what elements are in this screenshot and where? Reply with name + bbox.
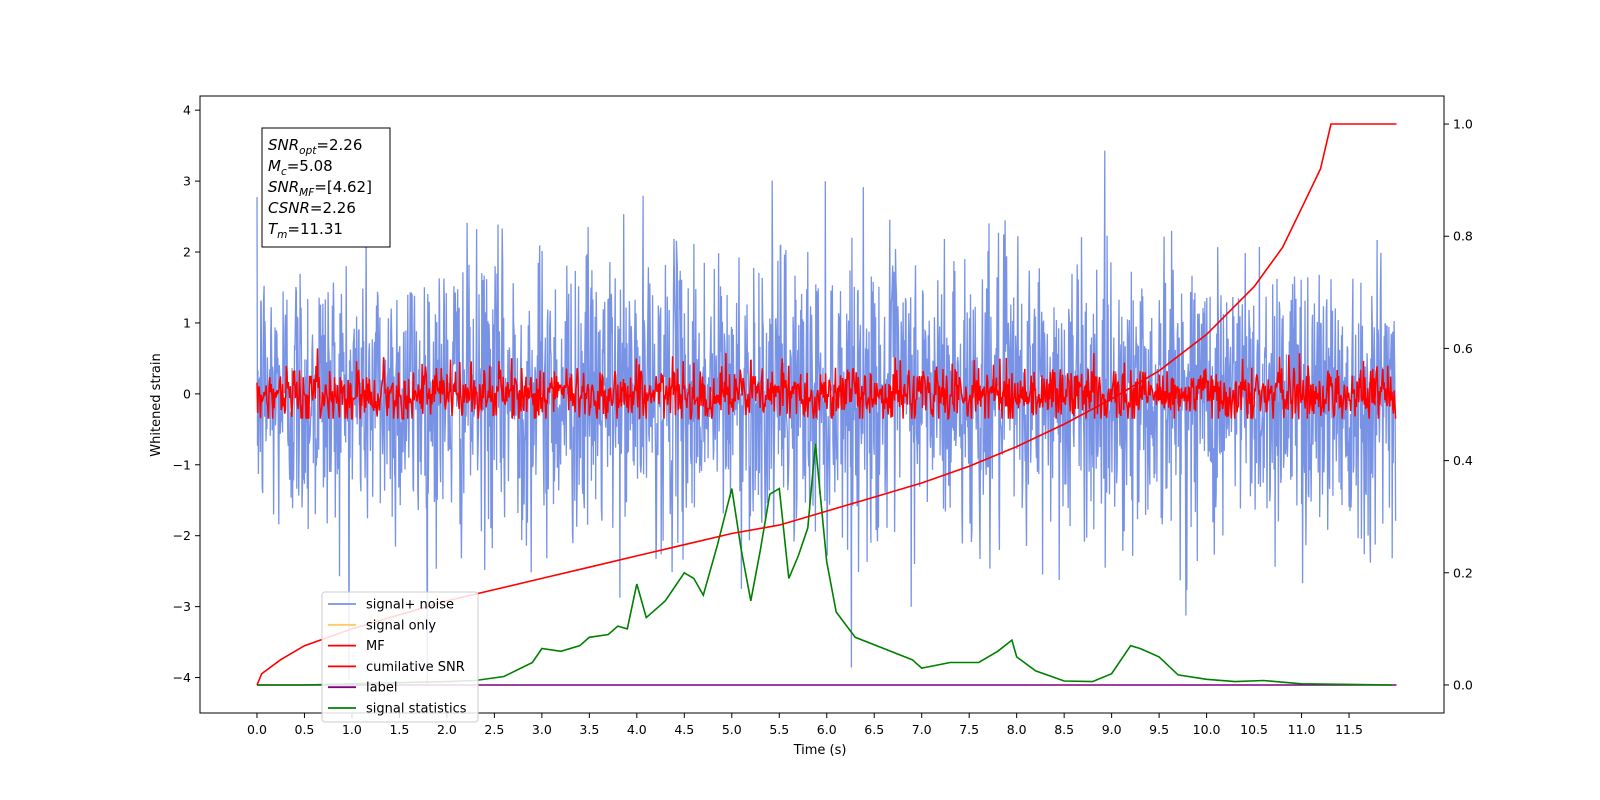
- y2-tick-label: 0.8: [1453, 229, 1473, 244]
- legend-label: cumilative SNR: [366, 660, 465, 675]
- legend-label: MF: [366, 639, 385, 654]
- y-axis-title: Whitened strain: [149, 353, 164, 456]
- x-tick-label: 3.0: [532, 722, 552, 737]
- legend: signal+ noise signal only MF cumilative SNR…: [321, 591, 479, 723]
- y-tick-label: −1: [173, 457, 191, 472]
- y-tick-label: 0: [183, 386, 191, 401]
- y-tick-label: 2: [183, 245, 191, 260]
- x-tick-label: 0.0: [247, 722, 267, 737]
- stat-line: SNRopt=2.26: [268, 136, 362, 157]
- x-tick-label: 2.5: [484, 722, 504, 737]
- legend-label: signal statistics: [366, 702, 467, 717]
- x-tick-label: 7.0: [912, 722, 932, 737]
- mf-line: [256, 348, 1397, 421]
- legend-label: signal+ noise: [366, 598, 454, 613]
- x-tick-label: 0.5: [295, 722, 315, 737]
- stat-line: SNRMF=[4.62]: [268, 178, 372, 199]
- y-tick-label: 3: [183, 174, 191, 189]
- stat-line: Mc=5.08: [268, 157, 333, 178]
- y2-tick-label: 0.2: [1453, 565, 1473, 580]
- y2-axis: 1.0 0.8 0.6 0.4 0.2 0.0: [1444, 117, 1473, 692]
- stat-line: CSNR=2.26: [268, 199, 356, 217]
- y2-tick-label: 0.4: [1453, 453, 1473, 468]
- y2-tick-label: 0.6: [1453, 341, 1473, 356]
- legend-frame: [321, 591, 479, 723]
- x-tick-label: 5.5: [769, 722, 789, 737]
- stat-line: Tm=11.31: [268, 220, 343, 241]
- y-axis: 4 3 2 1 0 −1 −2 −3 −4: [173, 103, 200, 685]
- x-tick-label: 2.0: [437, 722, 457, 737]
- legend-label: label: [366, 681, 397, 696]
- y-tick-label: −2: [173, 528, 191, 543]
- x-tick-label: 4.0: [627, 722, 647, 737]
- x-tick-label: 7.5: [959, 722, 979, 737]
- y-tick-label: 4: [183, 103, 191, 118]
- y2-tick-label: 1.0: [1453, 117, 1473, 132]
- x-tick-label: 10.0: [1193, 722, 1221, 737]
- x-tick-label: 9.0: [1102, 722, 1122, 737]
- x-axis-title: Time (s): [793, 743, 847, 758]
- y-tick-label: −4: [173, 670, 191, 685]
- x-tick-label: 4.5: [674, 722, 694, 737]
- y2-tick-label: 0.0: [1453, 677, 1473, 692]
- mf-series: [256, 348, 1397, 421]
- signal-statistics-line: [257, 443, 1392, 686]
- stats-box-frame: [261, 127, 391, 248]
- x-tick-label: 6.0: [817, 722, 837, 737]
- legend-label: signal only: [366, 618, 436, 633]
- x-tick-label: 1.0: [342, 722, 362, 737]
- x-tick-label: 8.0: [1007, 722, 1027, 737]
- x-tick-label: 1.5: [389, 722, 409, 737]
- x-axis: 0.0 0.5 1.0 1.5 2.0 2.5 3.0 3.5 4.0 4.5 5.0 5.5 6.0 6…: [247, 713, 1363, 737]
- x-tick-label: 3.5: [579, 722, 599, 737]
- x-tick-label: 6.5: [864, 722, 884, 737]
- x-tick-label: 9.5: [1149, 722, 1169, 737]
- x-tick-label: 10.5: [1240, 722, 1268, 737]
- x-tick-label: 5.0: [722, 722, 742, 737]
- y-tick-label: −3: [173, 599, 191, 614]
- x-tick-label: 11.0: [1288, 722, 1316, 737]
- y-tick-label: 1: [183, 315, 191, 330]
- x-tick-label: 8.5: [1054, 722, 1074, 737]
- x-tick-label: 11.5: [1335, 722, 1363, 737]
- plot-frame: [199, 95, 1445, 714]
